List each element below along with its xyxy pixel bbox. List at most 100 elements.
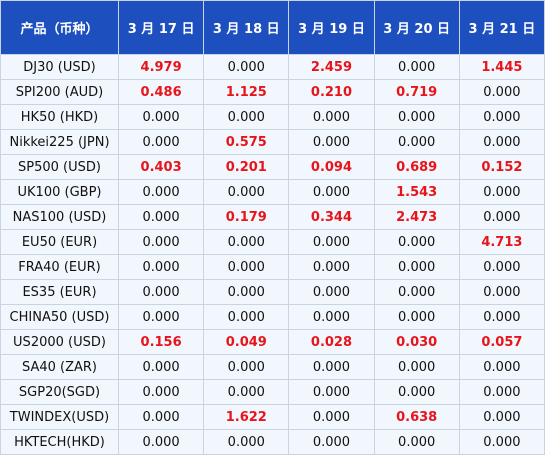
table-row: NAS100 (USD) 0.000 0.179 0.344 2.473 0.000 <box>0 204 545 230</box>
value-cell: 0.344 <box>288 204 375 230</box>
value-cell: 0.000 <box>458 404 545 430</box>
value-cell: 0.000 <box>203 304 290 330</box>
table-row: FRA40 (EUR) 0.000 0.000 0.000 0.000 0.000 <box>0 254 545 280</box>
value-cell: 0.000 <box>203 279 290 305</box>
value-cell: 2.459 <box>288 54 375 80</box>
header-cell: 3 月 21 日 <box>458 0 545 55</box>
table-row: SGP20(SGD) 0.000 0.000 0.000 0.000 0.000 <box>0 379 545 405</box>
product-cell: UK100 (GBP) <box>0 179 119 205</box>
value-cell: 0.000 <box>458 79 545 105</box>
value-cell: 1.125 <box>203 79 290 105</box>
product-cell: SA40 (ZAR) <box>0 354 119 380</box>
value-cell: 0.000 <box>288 354 375 380</box>
value-cell: 0.000 <box>203 254 290 280</box>
value-cell: 0.000 <box>288 429 375 455</box>
value-cell: 0.000 <box>373 354 460 380</box>
value-cell: 1.543 <box>373 179 460 205</box>
header-cell: 产品（币种） <box>0 0 119 55</box>
value-cell: 0.156 <box>117 329 205 355</box>
value-cell: 0.000 <box>373 379 460 405</box>
product-cell: SGP20(SGD) <box>0 379 119 405</box>
value-cell: 0.000 <box>458 354 545 380</box>
product-cell: SPI200 (AUD) <box>0 79 119 105</box>
value-cell: 0.094 <box>288 154 375 180</box>
value-cell: 0.049 <box>203 329 290 355</box>
table-row: SP500 (USD) 0.403 0.201 0.094 0.689 0.152 <box>0 154 545 180</box>
header-cell: 3 月 17 日 <box>117 0 205 55</box>
value-cell: 0.575 <box>203 129 290 155</box>
table-row: CHINA50 (USD) 0.000 0.000 0.000 0.000 0.000 <box>0 304 545 330</box>
value-cell: 0.000 <box>203 429 290 455</box>
product-cell: Nikkei225 (JPN) <box>0 129 119 155</box>
value-cell: 0.000 <box>288 279 375 305</box>
value-cell: 0.000 <box>117 204 205 230</box>
value-cell: 0.000 <box>203 104 290 130</box>
value-cell: 4.713 <box>458 229 545 255</box>
value-cell: 0.000 <box>373 129 460 155</box>
value-cell: 0.000 <box>203 229 290 255</box>
header-cell: 3 月 19 日 <box>288 0 375 55</box>
value-cell: 2.473 <box>373 204 460 230</box>
value-cell: 0.000 <box>117 429 205 455</box>
product-cell: DJ30 (USD) <box>0 54 119 80</box>
product-cell: EU50 (EUR) <box>0 229 119 255</box>
header-cell: 3 月 18 日 <box>203 0 290 55</box>
product-cell: HK50 (HKD) <box>0 104 119 130</box>
value-cell: 0.000 <box>373 429 460 455</box>
value-cell: 1.622 <box>203 404 290 430</box>
value-cell: 0.689 <box>373 154 460 180</box>
value-cell: 0.028 <box>288 329 375 355</box>
value-cell: 0.000 <box>117 379 205 405</box>
value-cell: 0.000 <box>373 279 460 305</box>
header-cell: 3 月 20 日 <box>373 0 460 55</box>
table-row: SA40 (ZAR) 0.000 0.000 0.000 0.000 0.000 <box>0 354 545 380</box>
value-cell: 0.000 <box>117 279 205 305</box>
value-cell: 0.000 <box>458 429 545 455</box>
value-cell: 0.719 <box>373 79 460 105</box>
value-cell: 0.000 <box>373 104 460 130</box>
value-cell: 0.000 <box>117 129 205 155</box>
value-cell: 0.000 <box>117 229 205 255</box>
value-cell: 0.000 <box>458 204 545 230</box>
value-cell: 0.210 <box>288 79 375 105</box>
value-cell: 0.403 <box>117 154 205 180</box>
value-cell: 0.000 <box>288 104 375 130</box>
table-body: DJ30 (USD) 4.979 0.000 2.459 0.000 1.445 SPI20… <box>0 54 545 455</box>
value-cell: 0.000 <box>288 254 375 280</box>
table-row: EU50 (EUR) 0.000 0.000 0.000 0.000 4.713 <box>0 229 545 255</box>
value-cell: 0.000 <box>117 254 205 280</box>
value-cell: 0.000 <box>288 229 375 255</box>
value-cell: 0.201 <box>203 154 290 180</box>
value-cell: 0.486 <box>117 79 205 105</box>
value-cell: 0.000 <box>117 404 205 430</box>
value-cell: 0.638 <box>373 404 460 430</box>
value-cell: 4.979 <box>117 54 205 80</box>
value-cell: 0.000 <box>458 254 545 280</box>
table-row: TWINDEX(USD) 0.000 1.622 0.000 0.638 0.000 <box>0 404 545 430</box>
value-cell: 0.000 <box>373 254 460 280</box>
product-cell: CHINA50 (USD) <box>0 304 119 330</box>
value-cell: 0.000 <box>458 304 545 330</box>
value-cell: 0.000 <box>117 354 205 380</box>
value-cell: 0.000 <box>458 179 545 205</box>
value-cell: 1.445 <box>458 54 545 80</box>
product-cell: SP500 (USD) <box>0 154 119 180</box>
table-row: US2000 (USD) 0.156 0.049 0.028 0.030 0.057 <box>0 329 545 355</box>
value-cell: 0.000 <box>203 54 290 80</box>
value-cell: 0.000 <box>288 179 375 205</box>
table-row: Nikkei225 (JPN) 0.000 0.575 0.000 0.000 0.000 <box>0 129 545 155</box>
value-cell: 0.000 <box>117 179 205 205</box>
product-cell: FRA40 (EUR) <box>0 254 119 280</box>
value-cell: 0.000 <box>373 54 460 80</box>
table-row: HKTECH(HKD) 0.000 0.000 0.000 0.000 0.000 <box>0 429 545 455</box>
value-cell: 0.057 <box>458 329 545 355</box>
value-cell: 0.000 <box>203 354 290 380</box>
value-cell: 0.000 <box>458 104 545 130</box>
value-cell: 0.152 <box>458 154 545 180</box>
product-cell: TWINDEX(USD) <box>0 404 119 430</box>
value-cell: 0.000 <box>288 129 375 155</box>
table-row: DJ30 (USD) 4.979 0.000 2.459 0.000 1.445 <box>0 54 545 80</box>
